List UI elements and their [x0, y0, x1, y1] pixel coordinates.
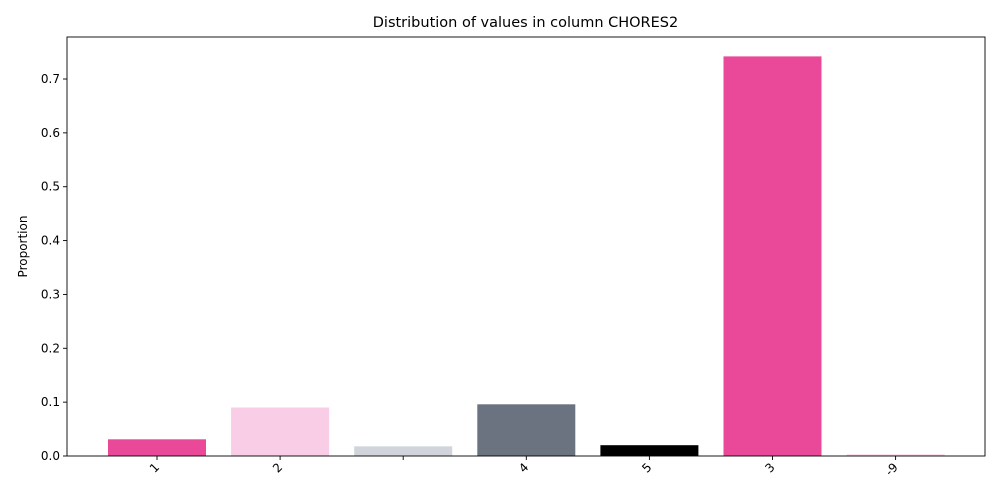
- plot-frame: [66, 36, 986, 457]
- y-tick-label: 0.7: [41, 72, 60, 86]
- y-tick-label: 0.5: [41, 180, 60, 194]
- bar-1: [108, 439, 206, 456]
- y-tick-label: 0.3: [41, 287, 60, 301]
- bar-3: [723, 56, 822, 457]
- y-axis: 0.0 0.1 0.2 0.3 0.4 0.5 0.6 0.7: [41, 72, 67, 463]
- y-tick-label: 0.2: [41, 341, 60, 355]
- y-tick-label: 0.1: [41, 395, 60, 409]
- bar-4: [477, 404, 576, 456]
- bars-group: [108, 56, 945, 457]
- bar--9: [846, 454, 945, 456]
- y-axis-label: Proportion: [16, 216, 30, 278]
- y-tick-label: 0.0: [41, 449, 60, 463]
- bar-blank: [354, 446, 453, 456]
- chart-title: Distribution of values in column CHORES2: [373, 15, 678, 31]
- bar-5: [600, 445, 699, 456]
- y-tick-label: 0.4: [41, 234, 60, 248]
- y-tick-label: 0.6: [41, 126, 60, 140]
- bar-2: [231, 407, 330, 456]
